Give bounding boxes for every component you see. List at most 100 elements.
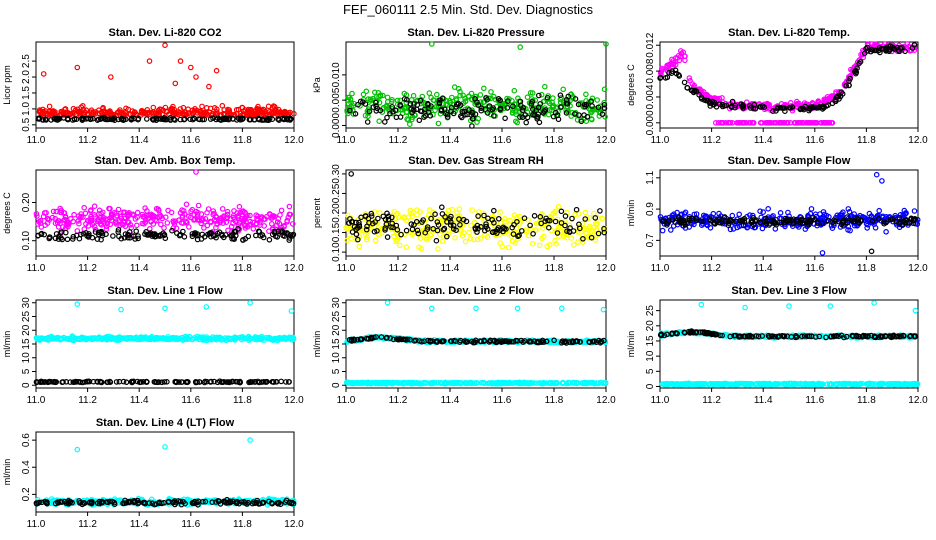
data-point bbox=[448, 108, 454, 115]
data-point bbox=[736, 211, 743, 218]
data-point bbox=[41, 231, 48, 238]
data-point bbox=[36, 218, 42, 225]
data-point bbox=[139, 211, 146, 218]
y-tick-label: 0.30 bbox=[331, 164, 342, 184]
x-tick-label: 11.4 bbox=[754, 263, 773, 274]
x-tick-label: 11.8 bbox=[545, 395, 564, 406]
data-point bbox=[268, 221, 275, 227]
plot-frame bbox=[659, 41, 919, 129]
data-point bbox=[762, 120, 769, 126]
data-point bbox=[134, 222, 140, 229]
data-point bbox=[401, 214, 407, 220]
data-point bbox=[239, 104, 245, 111]
data-point bbox=[826, 120, 832, 126]
data-point bbox=[344, 107, 350, 114]
data-point bbox=[108, 217, 115, 224]
y-tick-label: 0.20 bbox=[331, 203, 342, 223]
series-reference bbox=[660, 214, 918, 255]
data-point bbox=[94, 236, 101, 242]
data-point bbox=[286, 237, 293, 243]
data-point bbox=[443, 98, 450, 104]
data-point bbox=[291, 110, 297, 117]
data-point bbox=[720, 120, 727, 126]
data-point bbox=[384, 94, 391, 101]
x-tick-label: 11.0 bbox=[27, 263, 46, 274]
data-point bbox=[681, 79, 688, 86]
series-primary bbox=[36, 42, 297, 119]
panel-temp: Stan. Dev. Li-820 Temp.11.0 11.2 11.4 11.6 1… bbox=[626, 27, 928, 146]
data-point bbox=[275, 106, 282, 113]
data-point bbox=[132, 236, 138, 242]
data-point bbox=[572, 96, 579, 102]
data-point bbox=[153, 110, 160, 116]
x-tick-label: 11.0 bbox=[651, 263, 670, 274]
data-point bbox=[719, 101, 726, 108]
panel-title: Stan. Dev. Line 3 Flow bbox=[731, 285, 847, 297]
data-point bbox=[281, 115, 288, 122]
data-point bbox=[456, 206, 463, 212]
data-point bbox=[162, 42, 168, 49]
data-point bbox=[372, 99, 379, 106]
data-point bbox=[560, 86, 567, 93]
series-primary bbox=[659, 300, 921, 388]
data-point bbox=[449, 206, 456, 213]
data-point bbox=[227, 216, 234, 222]
data-point bbox=[230, 116, 236, 122]
x-tick-label: 11.0 bbox=[337, 263, 356, 274]
y-tick-label: 10 bbox=[331, 352, 342, 364]
series-reference bbox=[35, 114, 294, 124]
data-point bbox=[469, 207, 475, 213]
data-point bbox=[162, 305, 168, 312]
data-point bbox=[80, 230, 87, 237]
data-point bbox=[235, 212, 242, 219]
data-point bbox=[776, 120, 782, 126]
data-point bbox=[40, 213, 47, 220]
data-point bbox=[103, 231, 109, 238]
data-point bbox=[362, 112, 369, 119]
data-point bbox=[396, 242, 403, 249]
data-point bbox=[581, 112, 587, 118]
series-primary bbox=[33, 169, 296, 239]
data-point bbox=[194, 232, 200, 239]
data-point bbox=[266, 211, 273, 217]
data-point bbox=[484, 110, 491, 116]
data-point bbox=[70, 236, 76, 242]
data-point bbox=[597, 208, 603, 214]
data-point bbox=[497, 240, 504, 246]
x-tick-label: 11.8 bbox=[233, 395, 252, 406]
data-point bbox=[250, 226, 257, 232]
data-point bbox=[394, 237, 400, 243]
data-point bbox=[389, 97, 395, 103]
y-tick-label: 0.012 bbox=[645, 32, 656, 57]
data-point bbox=[45, 216, 51, 222]
data-point bbox=[768, 120, 775, 126]
data-point bbox=[360, 99, 366, 105]
data-point bbox=[230, 235, 237, 242]
y-tick-label: 0.15 bbox=[331, 222, 342, 242]
data-point bbox=[423, 235, 430, 241]
data-point bbox=[808, 206, 815, 212]
data-point bbox=[497, 97, 504, 104]
data-point bbox=[480, 99, 487, 106]
data-point bbox=[64, 236, 71, 243]
data-point bbox=[544, 94, 551, 101]
data-point bbox=[214, 220, 220, 227]
x-tick-label: 11.4 bbox=[441, 395, 460, 406]
data-point bbox=[126, 229, 133, 235]
data-point bbox=[407, 101, 414, 107]
data-point bbox=[374, 219, 381, 226]
data-point bbox=[599, 111, 606, 118]
data-point bbox=[241, 222, 248, 228]
data-point bbox=[490, 207, 497, 214]
data-point bbox=[732, 104, 738, 111]
data-point bbox=[530, 231, 536, 237]
data-point bbox=[436, 100, 443, 107]
data-point bbox=[912, 307, 919, 314]
y-tick-label: 0.10 bbox=[21, 231, 32, 251]
data-point bbox=[460, 230, 467, 236]
data-point bbox=[468, 222, 474, 229]
data-point bbox=[168, 209, 175, 216]
data-point bbox=[269, 231, 276, 238]
